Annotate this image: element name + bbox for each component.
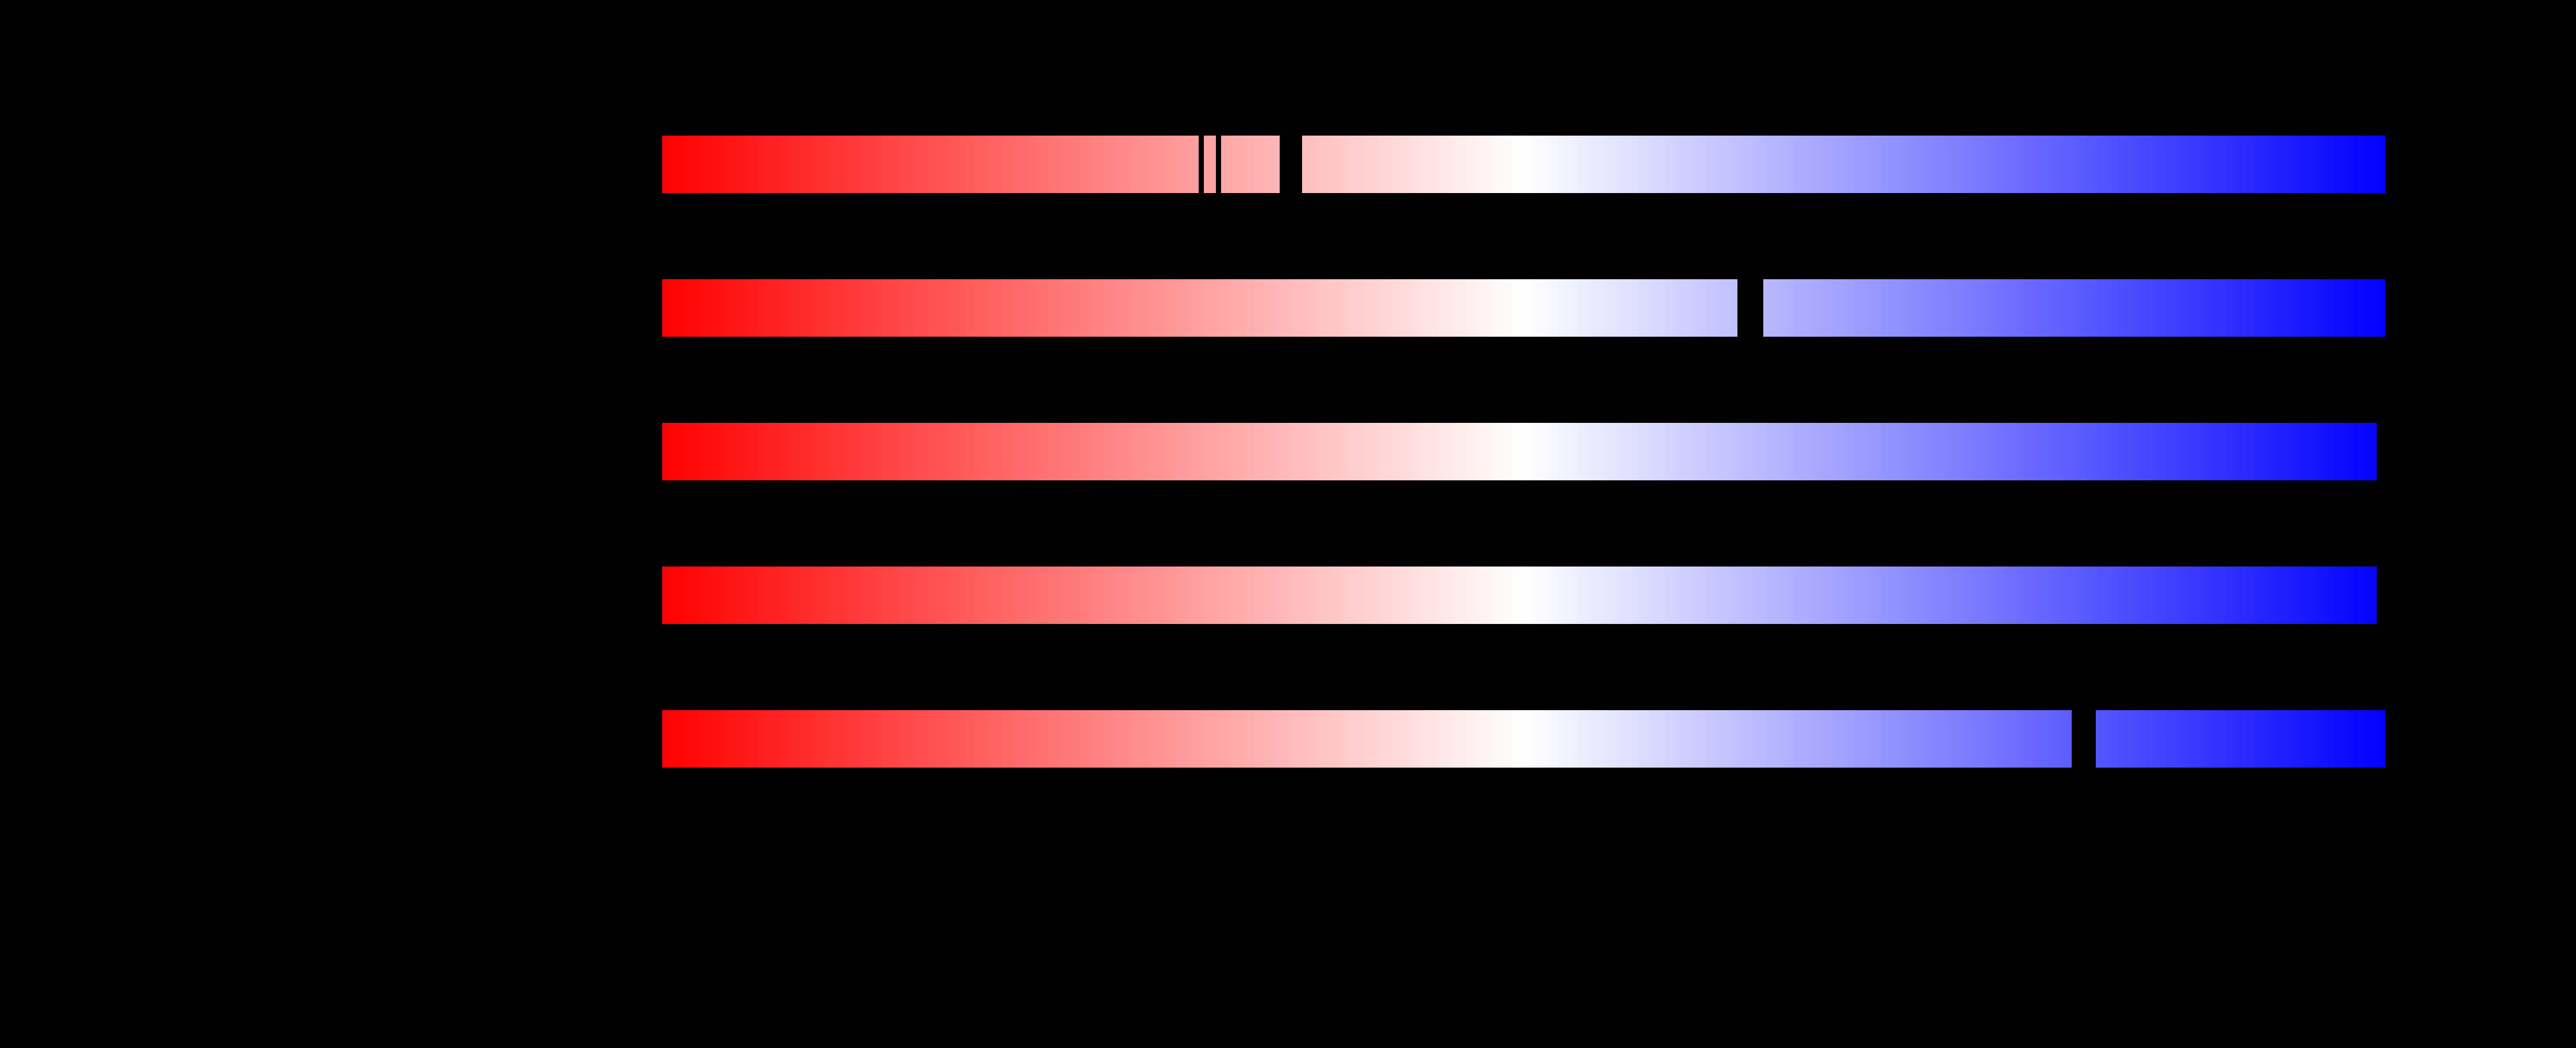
missing-data-gap	[1280, 136, 1302, 193]
missing-data-gap	[2072, 710, 2096, 768]
missing-data-gap	[1737, 279, 1763, 337]
gradient-bar-row-3	[662, 423, 2377, 480]
gradient-bar-row-4	[662, 567, 2377, 624]
missing-data-gap	[1216, 136, 1221, 193]
gradient-bar-row-1	[662, 136, 2385, 193]
gradient-bar-row-5	[662, 710, 2385, 768]
gradient-bar-row-2	[662, 279, 2385, 337]
missing-data-gap	[1199, 136, 1204, 193]
